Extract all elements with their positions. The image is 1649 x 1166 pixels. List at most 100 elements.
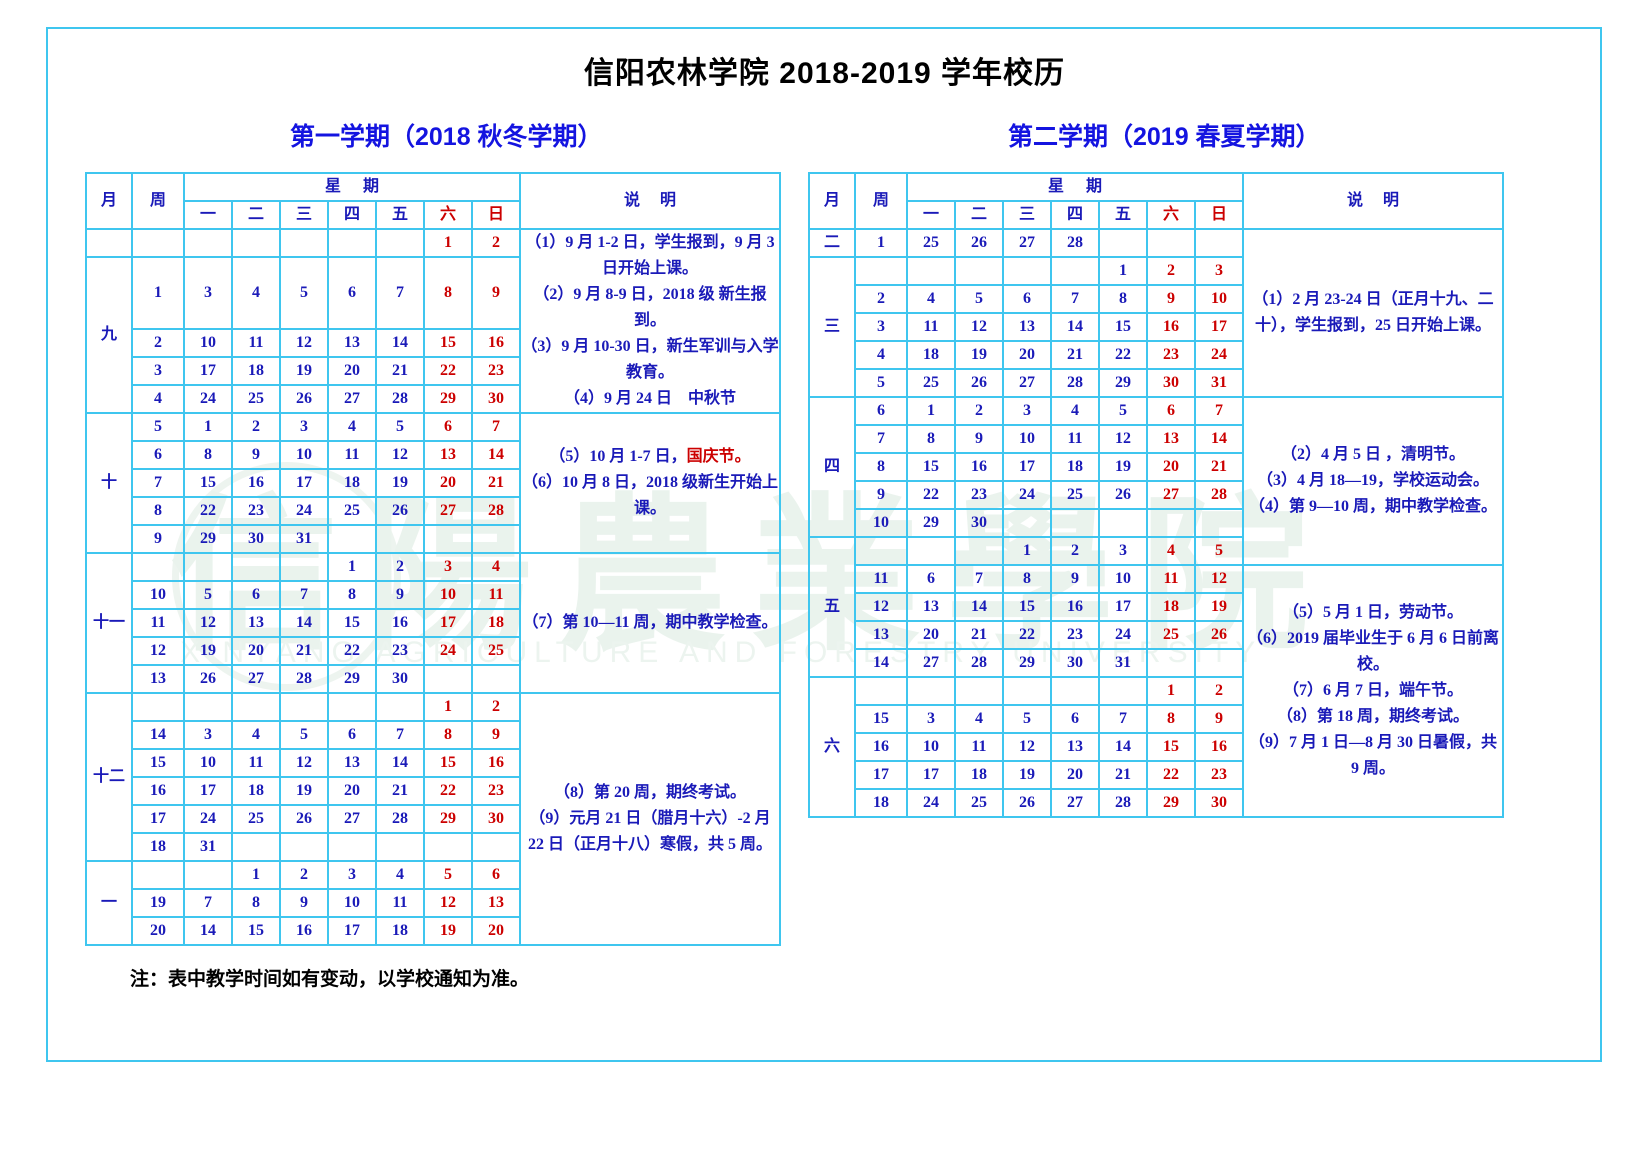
day-cell: 8 [231,888,281,918]
day-cell: 5 [279,256,329,330]
day-cell: 21 [279,636,329,666]
table-row: 7 8 9 10 11 12 13 14 [809,424,1503,454]
day-cell: 27 [327,804,377,834]
week-number-cell: 14 [131,720,185,750]
day-cell: 5 [954,284,1004,314]
table-row: 1 2 （1）9 月 1-2 日，学生报到，9 月 3 日开始上课。 （2）9 月 8… [85,228,781,414]
day-cell: 18 [231,776,281,806]
week-number-cell: 7 [854,424,908,454]
day-cell: 6 [327,720,377,750]
table-row: 4 18 19 20 21 22 23 24 [809,340,1503,370]
day-cell: 4 [1146,536,1196,566]
header-weekday-7: 日 [471,200,521,230]
day-cell: 11 [954,732,1004,762]
day-cell: 9 [471,256,521,330]
semester1-calendar-table: 月周星期 说明一二三四五六日 1 2 （1）9 月 1-2 日，学生报到，9 月 3 日… [85,172,781,946]
day-cell: 31 [1194,368,1244,398]
day-cell: 28 [1050,228,1100,258]
day-cell: 23 [1146,340,1196,370]
table-header-row-top: 月周星期 说明 [808,172,1504,230]
table-row: 18 24 25 26 27 28 29 30 [809,788,1503,818]
header-weekday-2: 二 [954,200,1004,230]
table-row: 16 10 11 12 13 14 15 16 [809,732,1503,762]
table-row: 二 1 25 26 27 28 （1）2 月 23-24 日（正月十九、二十），学生报到，2… [808,228,1504,398]
day-cell: 24 [183,804,233,834]
day-cell: 16 [279,916,329,946]
day-cell: 25 [231,384,281,414]
day-cell [954,676,1004,706]
week-number-cell [854,536,908,566]
day-cell: 11 [327,440,377,470]
month-label-cell: 二 [808,228,856,258]
day-cell: 7 [375,720,425,750]
day-cell [1098,676,1148,706]
notes-cell: （7）第 10—11 周，期中教学检查。 [519,552,781,694]
day-cell: 15 [1146,732,1196,762]
week-number-cell: 8 [854,452,908,482]
day-cell [1146,228,1196,258]
week-number-cell: 10 [854,508,908,538]
day-cell: 31 [279,524,329,554]
table-header-row-weekdays: 一二三四五六日 [86,200,780,230]
header-notes: 说明 [1242,172,1504,230]
week-number-cell: 8 [131,496,185,526]
day-cell: 7 [375,256,425,330]
day-cell: 5 [1098,396,1148,426]
day-cell [906,256,956,286]
day-cell [1146,508,1196,538]
week-number-cell: 13 [854,620,908,650]
day-cell: 1 [327,552,377,582]
day-cell: 6 [1146,396,1196,426]
day-cell: 5 [279,720,329,750]
day-cell: 16 [1146,312,1196,342]
day-cell: 14 [183,916,233,946]
day-cell: 17 [1194,312,1244,342]
day-cell: 17 [279,468,329,498]
day-cell: 25 [327,496,377,526]
week-number-cell: 17 [854,760,908,790]
day-cell [1194,648,1244,678]
day-cell: 14 [1050,312,1100,342]
header-weekday-6: 六 [1146,200,1196,230]
week-number-cell: 1 [131,256,185,330]
day-cell: 5 [183,580,233,610]
day-cell: 28 [279,664,329,694]
day-cell: 25 [471,636,521,666]
week-number-cell: 3 [854,312,908,342]
month-label-cell: 五 [808,536,856,678]
note-line: （3）4 月 18—19，学校运动会。 [1256,472,1489,489]
day-cell: 25 [1146,620,1196,650]
day-cell: 27 [1002,228,1052,258]
day-cell: 14 [1098,732,1148,762]
week-number-cell: 2 [854,284,908,314]
day-cell [183,228,233,258]
header-weekday-6: 六 [423,200,473,230]
day-cell: 7 [1050,284,1100,314]
week-number-cell: 12 [131,636,185,666]
note-line: （7）第 10—11 周，期中教学检查。 [522,614,778,631]
table-row: 9 29 30 31 [86,524,780,554]
day-cell: 15 [1002,592,1052,622]
table-row: 8 15 16 17 18 19 20 21 [809,452,1503,482]
day-cell: 12 [375,440,425,470]
day-cell: 19 [1002,760,1052,790]
day-cell [1002,676,1052,706]
week-number-cell: 7 [131,468,185,498]
day-cell: 12 [1002,732,1052,762]
notes-cell: （2）4 月 5 日 ，清明节。 （3）4 月 18—19，学校运动会。 （4）第 … [1242,396,1504,566]
day-cell: 22 [183,496,233,526]
day-cell: 10 [279,440,329,470]
day-cell: 15 [327,608,377,638]
day-cell: 28 [375,384,425,414]
day-cell: 25 [231,804,281,834]
day-cell: 11 [1146,564,1196,594]
header-weekday-3: 三 [1002,200,1052,230]
day-cell: 19 [1194,592,1244,622]
table-row: 12 19 20 21 22 23 24 25 [86,636,780,666]
table-row: 13 20 21 22 23 24 25 26 [809,620,1503,650]
day-cell: 14 [1194,424,1244,454]
day-cell: 21 [1050,340,1100,370]
day-cell: 6 [1002,284,1052,314]
header-weekday-7: 日 [1194,200,1244,230]
